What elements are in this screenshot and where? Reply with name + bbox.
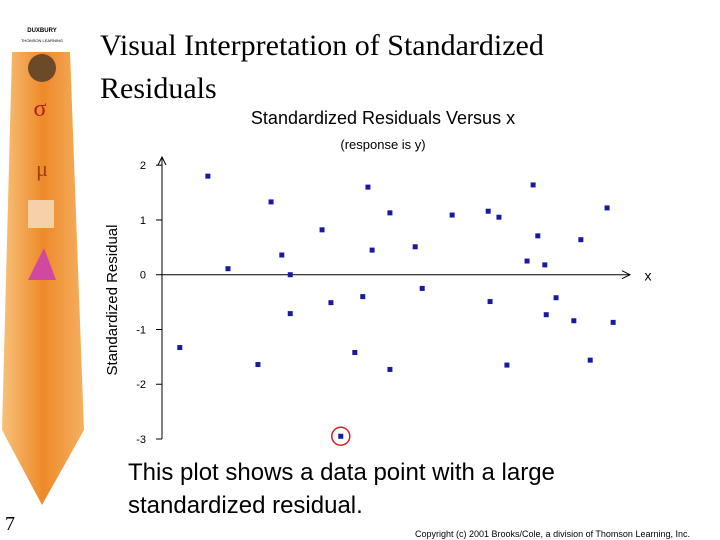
point xyxy=(485,208,491,214)
point xyxy=(524,258,530,264)
point xyxy=(542,262,548,268)
logo-seal xyxy=(28,54,56,82)
point xyxy=(553,295,559,301)
histogram-icon xyxy=(28,200,54,228)
sidebar: DUXBURY THOMSON LEARNING σ μ xyxy=(2,28,84,505)
plot: Standardized Residuals Versus x (response… xyxy=(104,108,652,447)
chart-title: Standardized Residuals Versus x xyxy=(251,108,515,128)
point xyxy=(352,349,358,355)
point xyxy=(419,285,425,291)
y-tick-label: -3 xyxy=(136,434,146,446)
point xyxy=(287,311,293,317)
point xyxy=(449,212,455,218)
slide-title: Residuals xyxy=(100,72,217,105)
point xyxy=(319,227,325,233)
slide-title: Visual Interpretation of Standardized xyxy=(100,29,544,62)
x-axis-label: x xyxy=(645,268,652,284)
point xyxy=(496,214,502,220)
point xyxy=(571,318,577,324)
point xyxy=(504,362,510,368)
chart-subtitle: (response is y) xyxy=(340,137,425,152)
point xyxy=(287,272,293,278)
point xyxy=(610,319,616,325)
curve-icon xyxy=(28,248,56,280)
point xyxy=(225,266,231,272)
y-tick-label: 0 xyxy=(140,270,146,282)
y-tick-label: -1 xyxy=(136,324,146,336)
point xyxy=(604,205,610,211)
point xyxy=(177,345,183,351)
point xyxy=(487,299,493,305)
x-axis-arrow xyxy=(621,270,632,280)
y-axis-arrow xyxy=(157,155,167,166)
y-tick-label: 1 xyxy=(140,215,146,227)
point xyxy=(255,362,261,368)
mu-symbol: μ xyxy=(36,156,48,181)
publisher: DUXBURY xyxy=(27,28,56,34)
point xyxy=(328,300,334,306)
caption: This plot shows a data point with a larg… xyxy=(128,459,555,486)
sigma-symbol: σ xyxy=(34,96,47,122)
point xyxy=(360,294,366,300)
point xyxy=(535,233,541,239)
y-tick-label: 2 xyxy=(140,160,146,172)
point xyxy=(365,184,371,190)
point xyxy=(268,199,274,205)
point xyxy=(205,173,211,179)
y-tick-label: -2 xyxy=(136,379,146,391)
caption: standardized residual. xyxy=(128,492,363,519)
point xyxy=(587,357,593,363)
highlight-circle xyxy=(331,426,351,447)
point xyxy=(543,312,549,318)
point xyxy=(279,252,285,258)
point xyxy=(578,237,584,243)
point xyxy=(369,247,375,253)
point xyxy=(387,366,393,372)
copyright: Copyright (c) 2001 Brooks/Cole, a divisi… xyxy=(415,529,690,539)
point xyxy=(338,433,344,439)
imprint: THOMSON LEARNING xyxy=(21,38,63,43)
page-number: 7 xyxy=(5,513,15,535)
point xyxy=(412,244,418,250)
point xyxy=(530,182,536,188)
y-axis-label: Standardized Residual xyxy=(104,225,121,376)
point xyxy=(387,210,393,216)
